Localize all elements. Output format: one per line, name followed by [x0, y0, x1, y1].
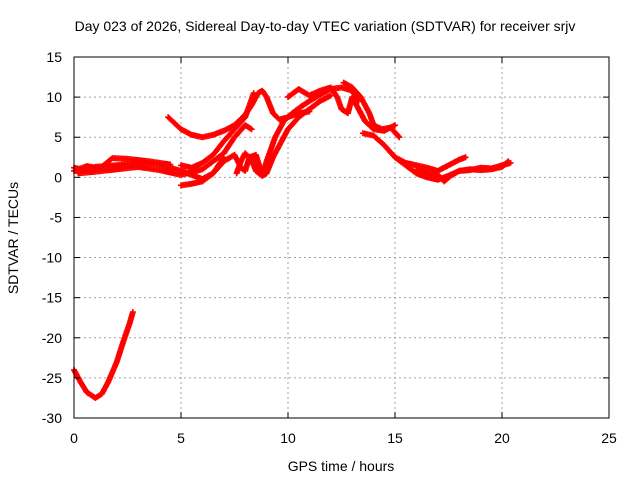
data-point — [248, 126, 255, 133]
y-tick-label: -15 — [42, 290, 62, 306]
x-tick-label: 10 — [280, 430, 296, 446]
x-tick-label: 5 — [177, 430, 185, 446]
data-point — [167, 161, 174, 168]
series-group — [71, 79, 514, 401]
chart-title: Day 023 of 2026, Sidereal Day-to-day VTE… — [75, 18, 576, 34]
data-point — [462, 154, 469, 161]
y-axis-label: SDTVAR / TECUs — [5, 182, 21, 294]
data-point — [250, 90, 257, 97]
data-point — [327, 92, 334, 99]
y-tick-label: 5 — [54, 129, 62, 145]
series-track-6 — [178, 92, 334, 189]
x-tick-label: 15 — [387, 430, 403, 446]
series-track-5 — [178, 90, 257, 171]
x-tick-label: 0 — [70, 430, 78, 446]
y-tick-label: 15 — [46, 49, 62, 65]
x-axis-label: GPS time / hours — [288, 458, 395, 474]
y-tick-label: -25 — [42, 370, 62, 386]
x-tick-label: 20 — [494, 430, 510, 446]
data-point — [507, 159, 514, 166]
series-track-13 — [71, 309, 136, 401]
grid — [74, 57, 609, 418]
series-track-2 — [71, 155, 174, 174]
y-tick-label: -10 — [42, 250, 62, 266]
ticks: 0 5 10 15 20 25 -30 -25 -20 -15 -10 -5 0 5 10 15 — [42, 49, 617, 446]
y-tick-label: 0 — [54, 169, 62, 185]
plot-frame — [73, 56, 610, 419]
data-point — [392, 122, 398, 129]
series-track-8 — [285, 84, 398, 134]
y-tick-label: 10 — [46, 89, 62, 105]
series-track-9 — [340, 79, 403, 141]
series-track-10 — [359, 130, 469, 174]
y-tick-label: -20 — [42, 330, 62, 346]
data-point — [395, 133, 402, 140]
series-track-3 — [75, 122, 255, 178]
y-tick-label: -5 — [50, 209, 63, 225]
series-track-12 — [413, 159, 514, 185]
data-point — [396, 134, 403, 141]
data-point — [129, 309, 136, 316]
y-tick-label: -30 — [42, 410, 62, 426]
x-tick-label: 25 — [601, 430, 617, 446]
